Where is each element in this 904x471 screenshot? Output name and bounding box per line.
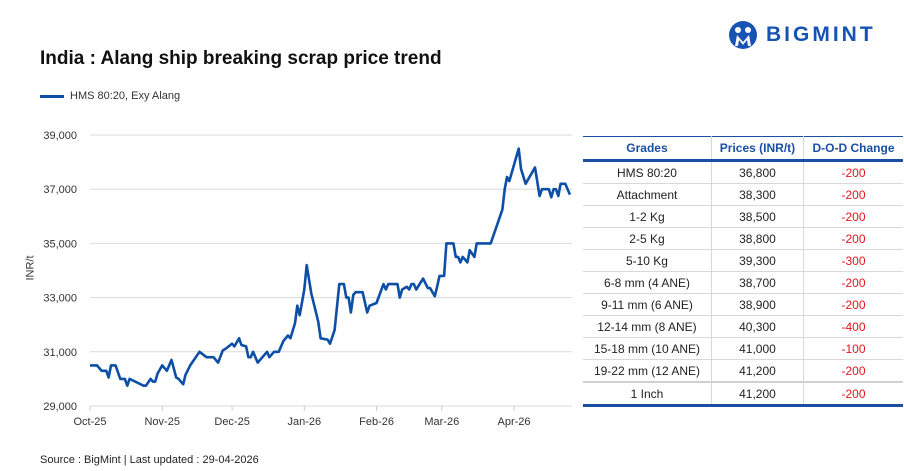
x-tick-label: Jan-26 <box>288 416 322 428</box>
price-cell: 38,900 <box>710 293 804 316</box>
x-tick-label: Mar-26 <box>424 416 459 428</box>
price-table: Grades Prices (INR/t) D-O-D Change HMS 80:… <box>583 136 903 407</box>
grade-cell: 2-5 Kg <box>583 227 712 250</box>
page-title: India : Alang ship breaking scrap price … <box>40 48 442 69</box>
grade-cell: 5-10 Kg <box>583 249 712 272</box>
table-row: 15-18 mm (10 ANE) 41,000 -100 <box>583 337 903 360</box>
price-trend-chart: 29,000 31,000 33,000 35,000 37,000 39,000 Oct-… <box>43 130 572 428</box>
x-tick-label: Nov-25 <box>144 416 179 428</box>
bigmint-logo: BIGMINT <box>728 20 876 50</box>
table-row: HMS 80:20 36,800 -200 <box>583 160 903 184</box>
price-cell: 41,000 <box>710 337 804 360</box>
grade-cell: 19-22 mm (12 ANE) <box>583 359 712 383</box>
table-row: 2-5 Kg 38,800 -200 <box>583 227 903 250</box>
table-header-row: Grades Prices (INR/t) D-O-D Change <box>583 136 903 162</box>
change-cell: -400 <box>803 315 903 338</box>
change-cell: -200 <box>803 359 903 383</box>
change-cell: -200 <box>803 183 903 206</box>
logo-text: BIGMINT <box>766 23 876 46</box>
price-cell: 38,500 <box>710 205 804 228</box>
change-cell: -200 <box>803 271 903 294</box>
change-cell: -100 <box>803 337 903 360</box>
y-tick-label: 39,000 <box>43 130 77 142</box>
grade-cell: 9-11 mm (6 ANE) <box>583 293 712 316</box>
price-cell: 41,200 <box>710 381 804 406</box>
x-tick-label: Dec-25 <box>214 416 249 428</box>
table-row: 5-10 Kg 39,300 -300 <box>583 249 903 272</box>
y-tick-label: 29,000 <box>43 401 77 413</box>
y-tick-label: 33,000 <box>43 293 77 305</box>
grade-cell: 15-18 mm (10 ANE) <box>583 337 712 360</box>
legend-swatch <box>40 94 64 98</box>
change-cell: -200 <box>803 293 903 316</box>
x-tick-label: Oct-25 <box>73 416 106 428</box>
change-cell: -200 <box>803 205 903 228</box>
price-cell: 41,200 <box>710 359 804 383</box>
table-row: 19-22 mm (12 ANE) 41,200 -200 <box>583 359 903 383</box>
y-tick-label: 35,000 <box>43 238 77 250</box>
price-cell: 38,800 <box>710 227 804 250</box>
legend-label: HMS 80:20, Exy Alang <box>70 90 181 102</box>
change-cell: -200 <box>803 381 903 406</box>
grade-cell: 12-14 mm (8 ANE) <box>583 315 712 338</box>
price-cell: 39,300 <box>710 249 804 272</box>
grade-cell: Attachment <box>583 183 712 206</box>
grade-cell: 6-8 mm (4 ANE) <box>583 271 712 294</box>
y-tick-label: 37,000 <box>43 184 77 196</box>
x-tick-label: Apr-26 <box>497 416 530 428</box>
table-row: 1-2 Kg 38,500 -200 <box>583 205 903 228</box>
column-header: Grades <box>583 136 712 162</box>
table-row: 1 Inch 41,200 -200 <box>583 381 903 406</box>
table-row: 12-14 mm (8 ANE) 40,300 -400 <box>583 315 903 338</box>
grade-cell: 1 Inch <box>583 381 712 406</box>
table-row: 6-8 mm (4 ANE) 38,700 -200 <box>583 271 903 294</box>
change-cell: -300 <box>803 249 903 272</box>
grade-cell: HMS 80:20 <box>583 160 712 184</box>
chart-legend: HMS 80:20, Exy Alang <box>40 90 180 102</box>
series-line-hms-80-20 <box>90 147 572 388</box>
price-cell: 38,300 <box>710 183 804 206</box>
change-cell: -200 <box>803 227 903 250</box>
price-cell: 36,800 <box>710 160 804 184</box>
source-note: Source : BigMint | Last updated : 29-04-… <box>40 454 259 466</box>
y-tick-label: 31,000 <box>43 347 77 359</box>
price-cell: 38,700 <box>710 271 804 294</box>
column-header: Prices (INR/t) <box>710 136 804 162</box>
x-tick-label: Feb-26 <box>359 416 394 428</box>
bigmint-logo-icon <box>729 21 757 49</box>
price-cell: 40,300 <box>710 315 804 338</box>
grade-cell: 1-2 Kg <box>583 205 712 228</box>
column-header: D-O-D Change <box>803 136 903 162</box>
change-cell: -200 <box>803 160 903 184</box>
table-row: 9-11 mm (6 ANE) 38,900 -200 <box>583 293 903 316</box>
table-row: Attachment 38,300 -200 <box>583 183 903 206</box>
